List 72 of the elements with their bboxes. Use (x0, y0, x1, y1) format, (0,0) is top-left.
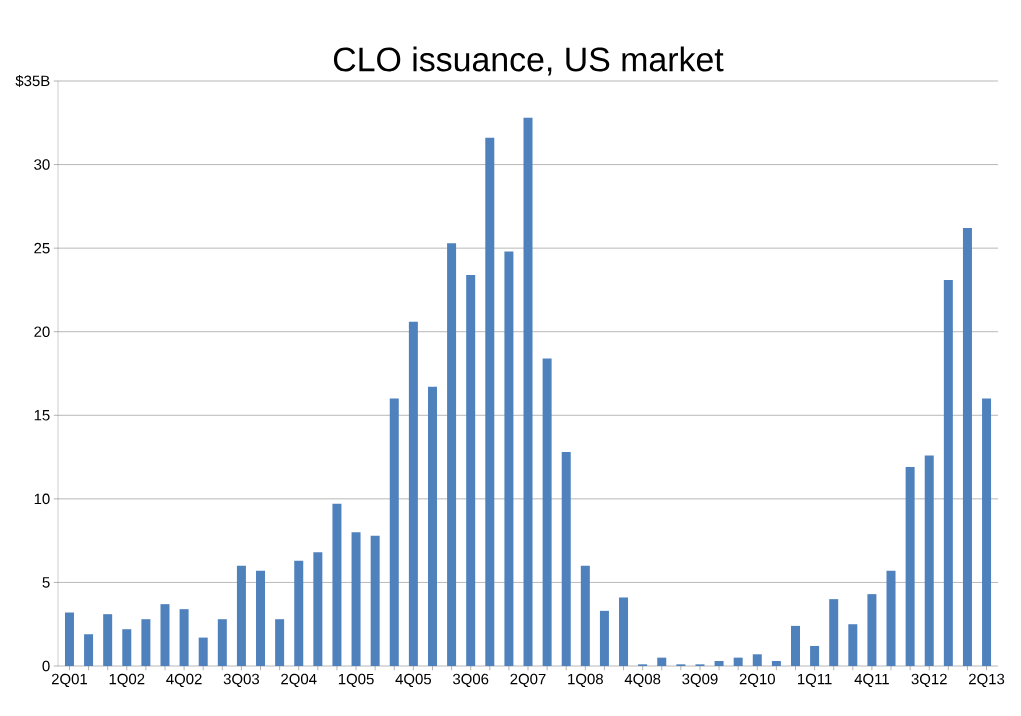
x-tick-label: 4Q08 (624, 673, 661, 688)
x-tick-label: 1Q05 (338, 673, 374, 688)
y-tick-label: 0 (42, 660, 50, 672)
bar (905, 467, 915, 666)
bar (886, 570, 896, 666)
bar (790, 625, 800, 666)
y-tick-label: 20 (34, 326, 50, 337)
bar (599, 610, 609, 666)
x-tick-label: 4Q11 (854, 673, 889, 688)
bar (867, 594, 877, 666)
x-tick-label: 2Q04 (281, 673, 317, 688)
x-tick-label: 2Q13 (969, 673, 1005, 688)
bar (982, 398, 992, 666)
bar (447, 243, 457, 666)
y-tick-label: $35B (15, 74, 50, 88)
bar (848, 624, 858, 666)
bar (561, 452, 571, 666)
bar (256, 570, 266, 666)
bar (466, 274, 476, 666)
x-tick-label: 2Q10 (739, 673, 775, 688)
bar (236, 565, 246, 666)
x-tick-label: 1Q11 (798, 673, 832, 688)
x-tick-label: 4Q02 (166, 673, 202, 688)
x-tick-label: 3Q03 (223, 673, 260, 688)
bar (504, 251, 514, 666)
x-tick-label: 3Q09 (682, 673, 718, 688)
y-tick-label: 5 (42, 577, 50, 588)
bar (657, 657, 667, 666)
bar (370, 535, 380, 666)
bar (810, 645, 820, 666)
bar (542, 358, 552, 666)
bar (64, 612, 74, 666)
bar (427, 386, 437, 666)
bar (943, 279, 953, 666)
x-tick-label: 4Q05 (395, 673, 432, 688)
bar (84, 634, 94, 666)
bar (771, 660, 781, 666)
bar (122, 629, 132, 666)
y-tick-label: 30 (34, 159, 50, 170)
bar (924, 455, 934, 666)
bar (962, 228, 972, 666)
bar (733, 657, 743, 666)
bar (408, 321, 418, 666)
bar (523, 117, 533, 666)
bar (160, 604, 170, 666)
x-tick-label: 3Q12 (911, 673, 947, 688)
y-tick-label: 15 (34, 410, 50, 421)
bar (275, 619, 285, 666)
bar (332, 503, 342, 666)
bar (619, 597, 629, 666)
x-tick-label: 1Q02 (109, 673, 145, 688)
bar (829, 599, 839, 666)
bar (294, 560, 304, 666)
bar (103, 614, 113, 666)
bar (580, 565, 590, 666)
bar (752, 654, 762, 666)
x-tick-label: 1Q08 (568, 673, 603, 688)
bar (485, 137, 495, 666)
y-tick-label: 10 (34, 493, 50, 505)
bar (141, 619, 151, 666)
x-tick-label: 2Q07 (510, 673, 546, 688)
x-tick-label: 2Q01 (51, 673, 88, 688)
bar (389, 398, 399, 666)
chart-title: CLO issuance, US market (333, 46, 724, 76)
x-tick-label: 3Q06 (452, 673, 489, 688)
bar (217, 619, 227, 666)
y-tick-label: 25 (34, 242, 50, 254)
bar (351, 532, 361, 666)
bar (313, 552, 323, 666)
bar (714, 660, 724, 666)
bar (198, 637, 208, 666)
bar (179, 609, 189, 666)
